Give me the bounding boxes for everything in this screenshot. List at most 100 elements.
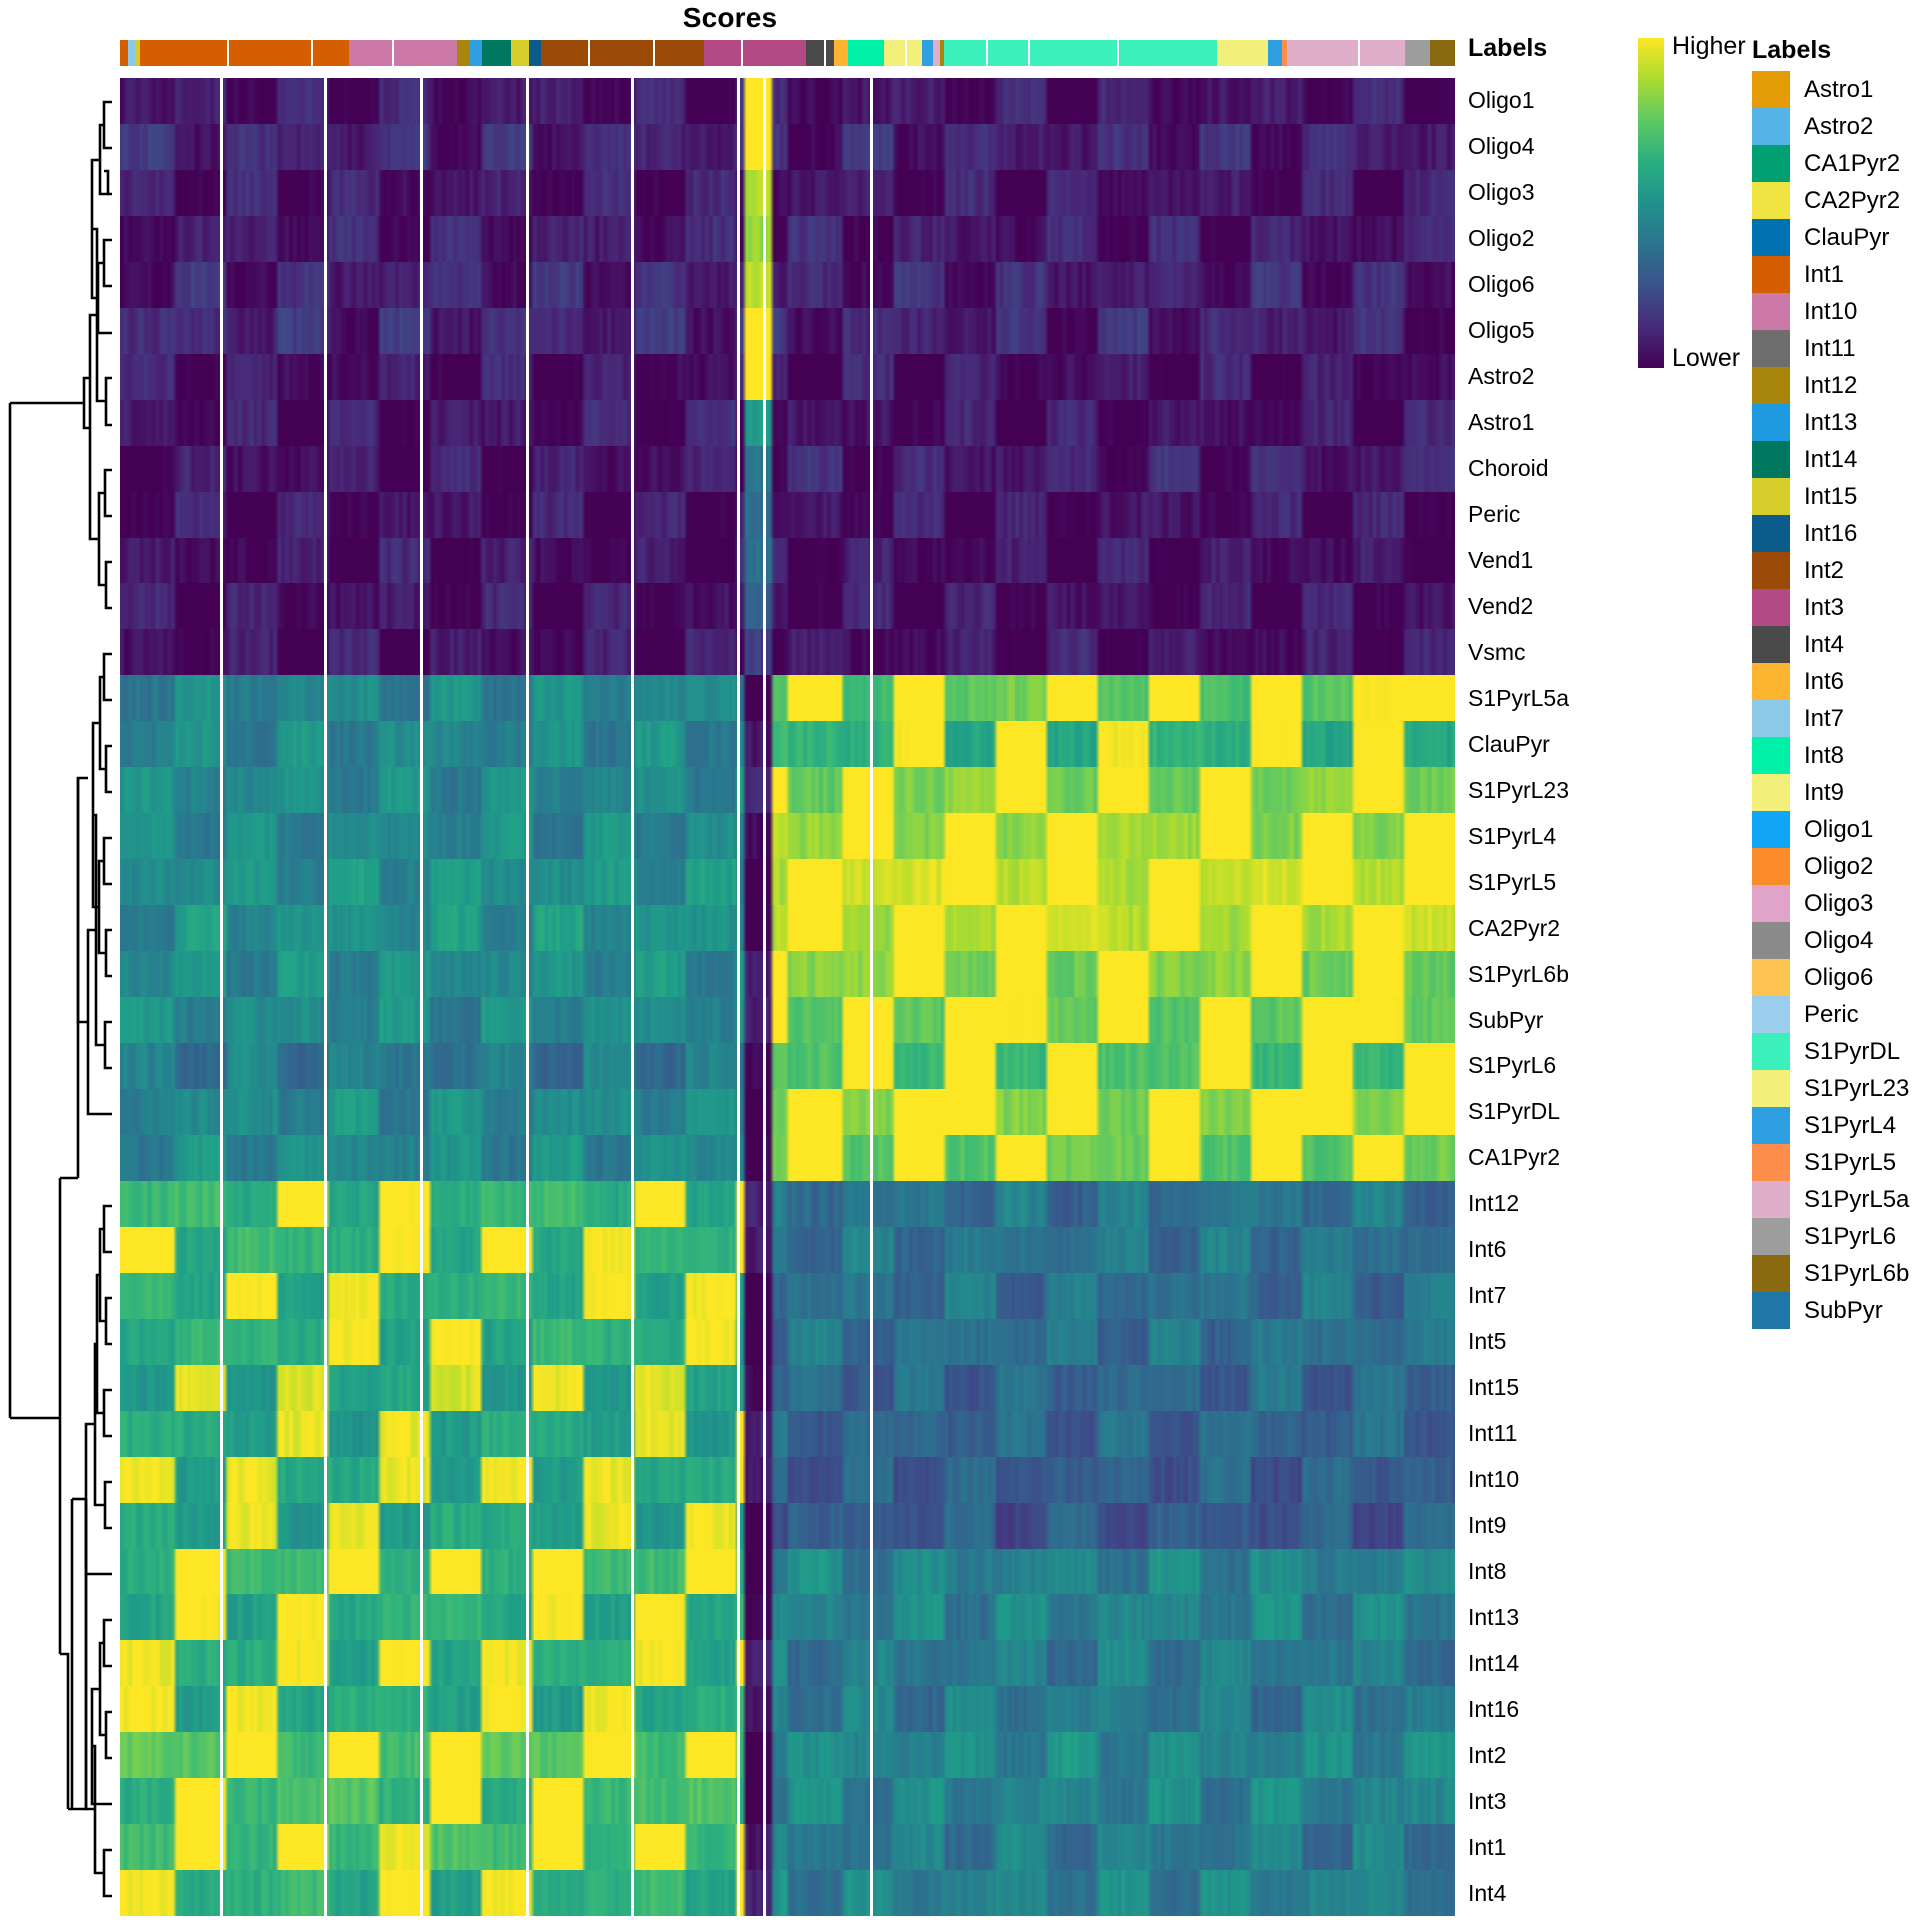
annotation-segment (140, 40, 229, 66)
legend-item[interactable]: Int12 (1752, 367, 1920, 404)
legend-item[interactable]: Int8 (1752, 737, 1920, 774)
annotation-segment (511, 40, 529, 66)
legend-swatch (1752, 1070, 1790, 1107)
legend-item[interactable]: Int3 (1752, 589, 1920, 626)
heatmap-row (120, 1043, 1455, 1089)
legend-swatch (1752, 700, 1790, 737)
heatmap-row (120, 1502, 1455, 1549)
legend-item[interactable]: S1PyrDL (1752, 1033, 1920, 1070)
heatmap-row-canvas (120, 1824, 1455, 1871)
legend-swatch (1752, 922, 1790, 959)
column-annotation-bar (120, 40, 1456, 66)
legend-item[interactable]: Int1 (1752, 256, 1920, 293)
legend-label: Int6 (1804, 667, 1845, 695)
legend-label: Int14 (1804, 445, 1858, 473)
legend-item[interactable]: Int10 (1752, 293, 1920, 330)
legend-item[interactable]: Int9 (1752, 774, 1920, 811)
heatmap-row-canvas (120, 169, 1455, 216)
legend-label: Int9 (1804, 778, 1845, 806)
row-label: Vsmc (1468, 638, 1526, 665)
legend-item[interactable]: S1PyrL6b (1752, 1255, 1920, 1292)
heatmap-row (120, 399, 1455, 446)
legend-item[interactable]: Int15 (1752, 478, 1920, 515)
legend-item[interactable]: Astro1 (1752, 71, 1920, 108)
legend-item[interactable]: S1PyrL5 (1752, 1144, 1920, 1181)
legend-item[interactable]: Int11 (1752, 330, 1920, 367)
legend-label: S1PyrL23 (1804, 1074, 1910, 1102)
legend-item[interactable]: Int6 (1752, 663, 1920, 700)
legend-swatch (1752, 811, 1790, 848)
heatmap-row (120, 445, 1455, 492)
row-label: S1PyrL5a (1468, 684, 1570, 711)
row-label: ClauPyr (1468, 730, 1550, 757)
column-separator (324, 78, 328, 1916)
row-dendrogram (0, 78, 118, 1916)
heatmap-row (120, 1364, 1455, 1411)
legend-item[interactable]: S1PyrL23 (1752, 1070, 1920, 1107)
heatmap-row-canvas (120, 1180, 1455, 1227)
heatmap-row-canvas (120, 1594, 1455, 1641)
legend-item[interactable]: Oligo2 (1752, 848, 1920, 885)
legend-item[interactable]: Oligo4 (1752, 922, 1920, 959)
page-title: Scores (682, 2, 778, 33)
legend-item[interactable]: CA1Pyr2 (1752, 145, 1920, 182)
legend-swatch (1752, 108, 1790, 145)
heatmap-row (120, 1548, 1455, 1595)
heatmap-row (120, 1088, 1455, 1135)
row-label: Oligo2 (1468, 225, 1535, 252)
legend-swatch (1752, 404, 1790, 441)
legend-item[interactable]: Oligo1 (1752, 811, 1920, 848)
legend-swatch (1752, 626, 1790, 663)
heatmap-row-canvas (120, 951, 1455, 998)
legend-item[interactable]: Oligo6 (1752, 959, 1920, 996)
row-label: Vend2 (1468, 592, 1534, 619)
legend-swatch (1752, 848, 1790, 885)
heatmap-row-canvas (120, 1732, 1455, 1779)
annotation-segment (528, 40, 542, 66)
legend-item[interactable]: Astro2 (1752, 108, 1920, 145)
annotation-segment (1404, 40, 1430, 66)
annotation-segment (884, 40, 907, 66)
legend-item[interactable]: S1PyrL4 (1752, 1107, 1920, 1144)
legend-label: S1PyrL5 (1804, 1148, 1897, 1176)
annotation-segment (228, 40, 313, 66)
legend-item[interactable]: Int7 (1752, 700, 1920, 737)
heatmap-row-canvas (120, 1318, 1455, 1365)
legend-item[interactable]: Int13 (1752, 404, 1920, 441)
legend-item[interactable]: SubPyr (1752, 1292, 1920, 1329)
heatmap-grid (120, 78, 1455, 1916)
legend-label: Oligo3 (1804, 889, 1874, 917)
heatmap-row (120, 1272, 1455, 1319)
legend-item[interactable]: Oligo3 (1752, 885, 1920, 922)
legend-item[interactable]: Int4 (1752, 626, 1920, 663)
annotation-segment (1030, 40, 1119, 66)
annotation-segment (906, 40, 922, 66)
legend-item[interactable]: Peric (1752, 996, 1920, 1033)
legend-item[interactable]: CA2Pyr2 (1752, 182, 1920, 219)
heatmap-row-canvas (120, 1134, 1455, 1181)
annotation-segment (933, 40, 940, 66)
legend-item[interactable]: Int16 (1752, 515, 1920, 552)
legend-item[interactable]: Int14 (1752, 441, 1920, 478)
heatmap-row-canvas (120, 1870, 1455, 1916)
labels-legend: Labels Astro1 Astro2 CA1Pyr2 CA2Pyr2 ClauPyr… (1752, 36, 1920, 1329)
annotation-segment (1359, 40, 1405, 66)
legend-label: Int11 (1804, 334, 1856, 362)
heatmap-row (120, 767, 1455, 814)
legend-item[interactable]: ClauPyr (1752, 219, 1920, 256)
heatmap-row-canvas (120, 721, 1455, 768)
annotation-caption: Labels (1468, 34, 1548, 62)
legend-item[interactable]: S1PyrL5a (1752, 1181, 1920, 1218)
heatmap-row-canvas (120, 1502, 1455, 1549)
heatmap-row (120, 1318, 1455, 1365)
heatmap-row-canvas (120, 445, 1455, 492)
row-label: S1PyrL4 (1468, 822, 1557, 849)
legend-label: Int15 (1804, 482, 1858, 510)
legend-label: Int3 (1804, 593, 1845, 621)
annotation-segment (834, 40, 849, 66)
heatmap-row-canvas (120, 859, 1455, 906)
legend-item[interactable]: Int2 (1752, 552, 1920, 589)
legend-swatch (1752, 367, 1790, 404)
annotation-segment (1267, 40, 1283, 66)
legend-item[interactable]: S1PyrL6 (1752, 1218, 1920, 1255)
